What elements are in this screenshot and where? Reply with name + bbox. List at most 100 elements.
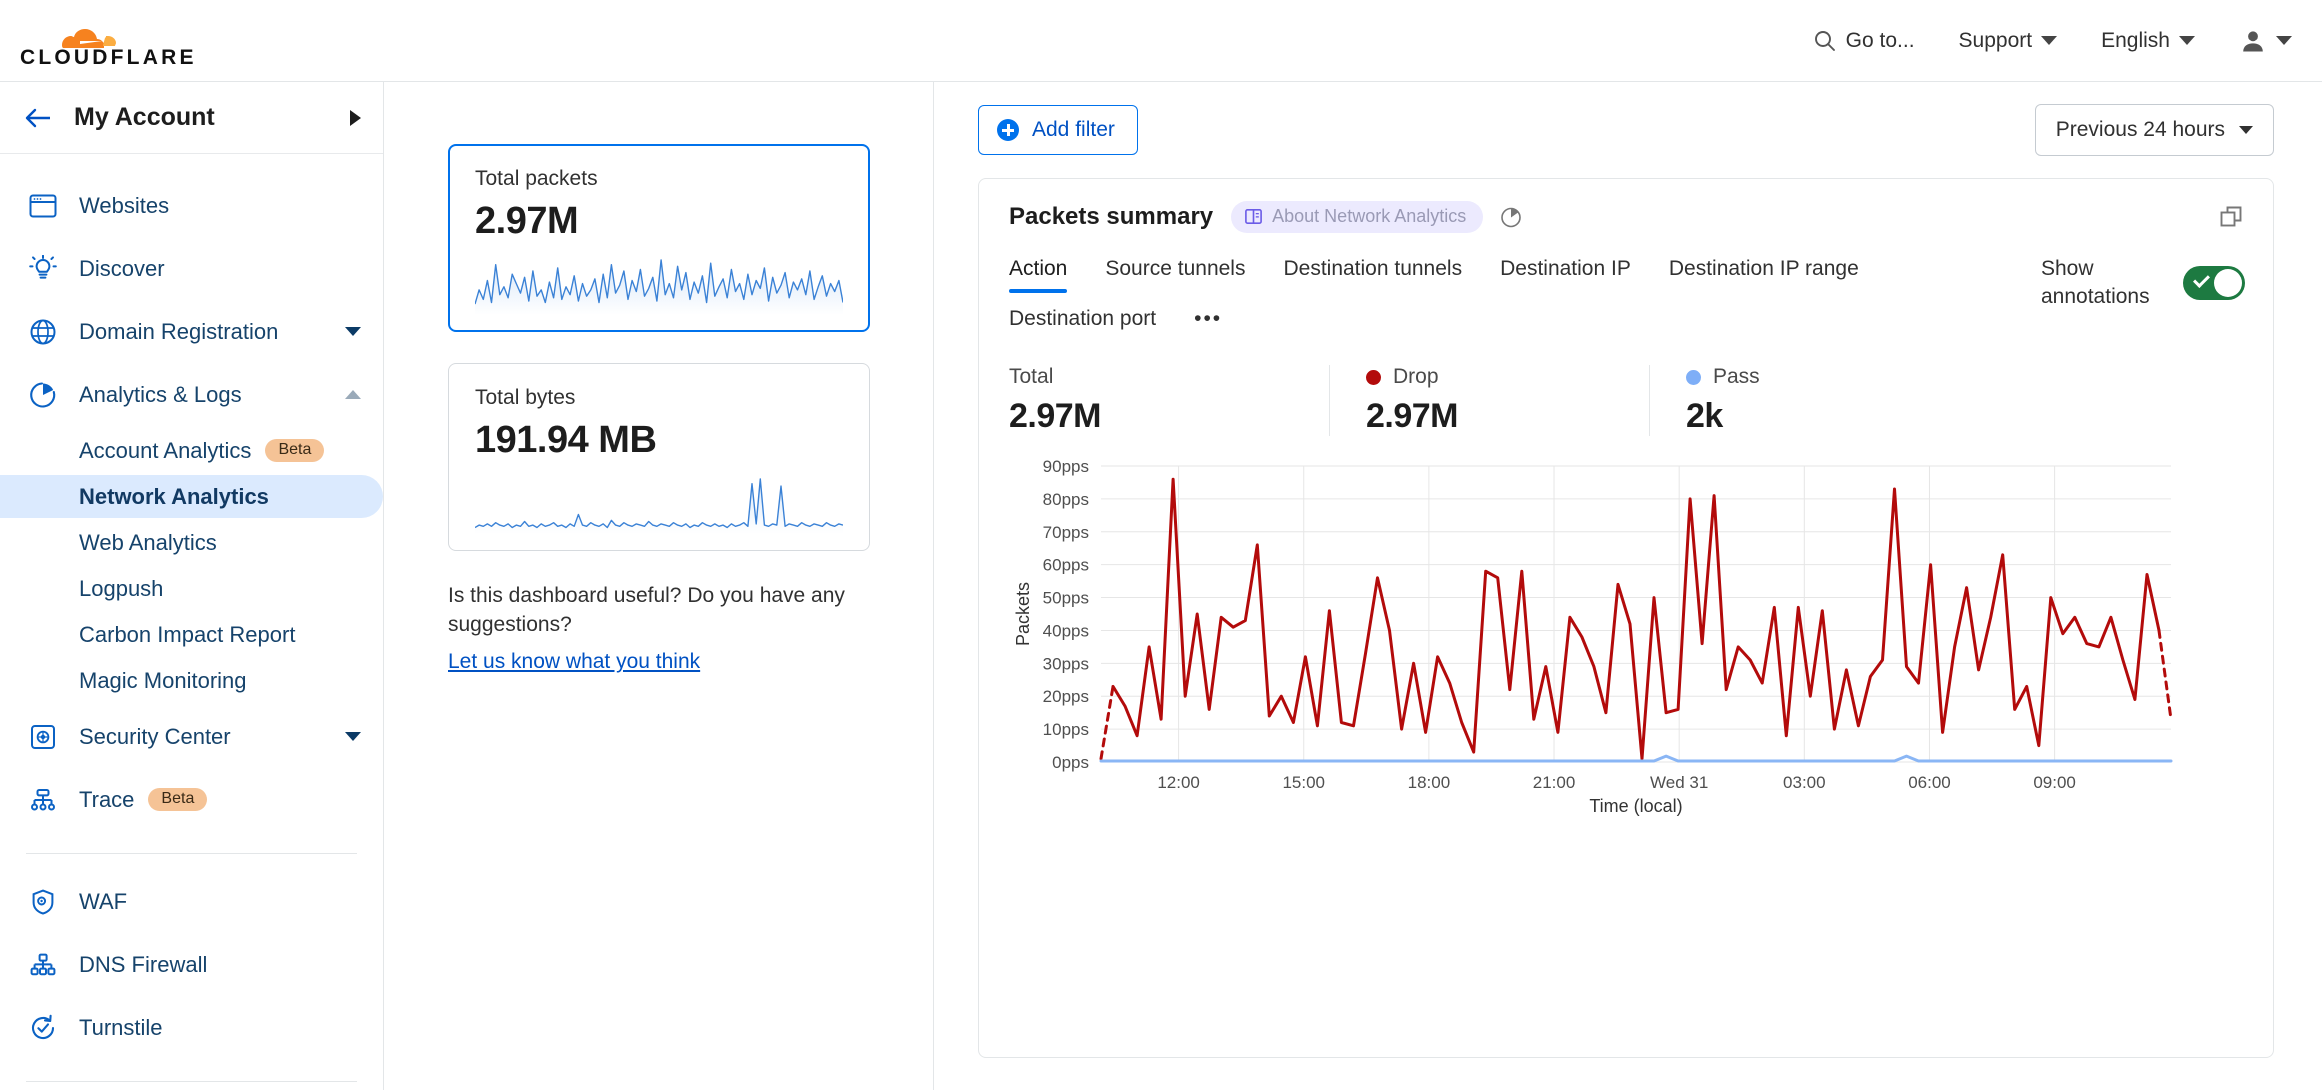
y-axis-tick-label: 10pps bbox=[1043, 720, 1089, 739]
x-axis-tick-label: 21:00 bbox=[1533, 773, 1576, 792]
pass-legend-dot bbox=[1686, 369, 1701, 385]
user-menu[interactable] bbox=[2239, 27, 2292, 55]
tab-destination-ip[interactable]: Destination IP bbox=[1500, 249, 1631, 293]
back-arrow-icon[interactable] bbox=[24, 107, 52, 129]
sidebar-item-account-analytics[interactable]: Account Analytics Beta bbox=[0, 429, 383, 472]
x-axis-tick-label: 15:00 bbox=[1282, 773, 1325, 792]
tab-source-tunnels[interactable]: Source tunnels bbox=[1105, 249, 1245, 293]
beta-badge: Beta bbox=[148, 788, 208, 811]
tab-label: Destination IP range bbox=[1668, 257, 1859, 280]
language-menu[interactable]: English bbox=[2101, 29, 2195, 53]
y-axis-tick-label: 0pps bbox=[1052, 753, 1089, 772]
refresh-check-icon bbox=[26, 1011, 60, 1045]
sidebar-item-waf[interactable]: WAF bbox=[0, 870, 383, 933]
y-axis-tick-label: 90pps bbox=[1043, 457, 1089, 476]
trace-nodes-icon bbox=[26, 783, 60, 817]
global-search[interactable]: Go to... bbox=[1813, 29, 1915, 53]
sidebar-item-label: Trace bbox=[79, 786, 135, 812]
sidebar-item-logpush[interactable]: Logpush bbox=[0, 567, 383, 610]
sidebar-item-dns-firewall[interactable]: DNS Firewall bbox=[0, 933, 383, 996]
tab-destination-tunnels[interactable]: Destination tunnels bbox=[1283, 249, 1462, 293]
tabs-overflow-icon[interactable]: ••• bbox=[1194, 307, 1223, 330]
y-axis-tick-label: 60pps bbox=[1043, 556, 1089, 575]
show-annotations-label: Show annotations bbox=[2041, 257, 2150, 309]
stat-value: 2.97M bbox=[1009, 397, 1102, 435]
chevron-right-icon[interactable] bbox=[350, 109, 361, 126]
metrics-column: Total packets 2.97M Total bytes 191.94 M… bbox=[384, 82, 934, 1090]
sidebar-item-domain-registration[interactable]: Domain Registration bbox=[0, 300, 383, 363]
chevron-down-icon bbox=[2041, 36, 2058, 45]
sidebar-item-discover[interactable]: Discover bbox=[0, 237, 383, 300]
metric-card-total-packets[interactable]: Total packets 2.97M bbox=[448, 144, 870, 332]
sidebar-item-network-analytics[interactable]: Network Analytics bbox=[0, 475, 383, 518]
sidebar-item-carbon-impact-report[interactable]: Carbon Impact Report bbox=[0, 613, 383, 656]
sidebar-item-label: Analytics & Logs bbox=[79, 381, 242, 407]
metric-label: Total bytes bbox=[475, 386, 576, 409]
stat-label: Pass bbox=[1713, 365, 1760, 388]
sidebar-item-trace[interactable]: Trace Beta bbox=[0, 768, 383, 831]
sidebar-item-web-analytics[interactable]: Web Analytics bbox=[0, 521, 383, 564]
dimension-tabs-row: Action Source tunnels Destination tunnel… bbox=[979, 241, 2273, 343]
time-range-selector[interactable]: Previous 24 hours bbox=[2034, 104, 2274, 156]
sidebar-item-security-center[interactable]: Security Center bbox=[0, 705, 383, 768]
summary-stats: Total 2.97M Drop 2.97M Pass 2 bbox=[979, 343, 2273, 436]
chevron-down-icon bbox=[345, 327, 361, 336]
stat-label: Drop bbox=[1393, 365, 1439, 388]
globe-icon bbox=[26, 315, 60, 349]
global-search-label: Go to... bbox=[1845, 28, 1915, 52]
sidebar-subitem-label: Network Analytics bbox=[79, 483, 269, 509]
feedback-link[interactable]: Let us know what you think bbox=[448, 649, 701, 673]
sidebar-item-websites[interactable]: Websites bbox=[0, 174, 383, 237]
stat-header: Drop bbox=[1366, 365, 1609, 389]
sidebar-subitem-label: Magic Monitoring bbox=[79, 667, 247, 693]
feedback-block: Is this dashboard useful? Do you have an… bbox=[448, 582, 858, 677]
y-axis-tick-label: 50pps bbox=[1043, 589, 1089, 608]
sidebar-subitem-label: Account Analytics bbox=[79, 437, 252, 463]
sidebar-item-label: Security Center bbox=[79, 723, 231, 749]
series-dashed-head bbox=[1099, 684, 1115, 761]
sidebar-item-turnstile[interactable]: Turnstile bbox=[0, 996, 383, 1059]
series-dashed-tail bbox=[2157, 628, 2173, 721]
x-axis-title: Time (local) bbox=[1589, 796, 1682, 816]
chevron-down-icon bbox=[345, 732, 361, 741]
metric-label: Total packets bbox=[475, 167, 598, 190]
metric-card-total-bytes[interactable]: Total bytes 191.94 MB bbox=[448, 363, 870, 551]
y-axis-tick-label: 40pps bbox=[1043, 621, 1089, 640]
cloudflare-cloud-icon: CLOUDFLARE bbox=[20, 28, 196, 68]
chart-svg[interactable]: 0pps 10pps 20pps 30pps 40pps 50pps 60pps 70pps 8… bbox=[1009, 454, 2189, 824]
about-pill-label: About Network Analytics bbox=[1272, 206, 1467, 226]
svg-text:CLOUDFLARE: CLOUDFLARE bbox=[20, 46, 196, 68]
sidebar-subitem-label: Carbon Impact Report bbox=[79, 621, 296, 647]
cloudflare-logo[interactable]: CLOUDFLARE bbox=[16, 14, 196, 68]
stat-total: Total 2.97M bbox=[1009, 365, 1329, 436]
tab-action[interactable]: Action bbox=[1009, 249, 1068, 293]
x-axis-tick-label: Wed 31 bbox=[1650, 773, 1708, 792]
y-axis-tick-label: 70pps bbox=[1043, 523, 1089, 542]
support-label: Support bbox=[1958, 28, 2033, 52]
chevron-up-icon bbox=[345, 390, 361, 399]
pie-timer-icon[interactable] bbox=[1499, 205, 1523, 229]
drop-legend-dot bbox=[1366, 369, 1381, 385]
tab-destination-ip-range[interactable]: Destination IP range bbox=[1669, 249, 1859, 293]
show-annotations-toggle[interactable] bbox=[2183, 266, 2245, 301]
stat-header: Total bbox=[1009, 365, 1289, 389]
user-avatar-icon bbox=[2243, 30, 2263, 51]
sidebar-item-magic-monitoring[interactable]: Magic Monitoring bbox=[0, 659, 383, 702]
sidebar-item-analytics-logs[interactable]: Analytics & Logs bbox=[0, 363, 383, 426]
about-network-analytics-pill[interactable]: About Network Analytics bbox=[1231, 201, 1484, 233]
toggle-knob bbox=[2214, 269, 2242, 298]
page-title: Packets summary bbox=[1009, 203, 1214, 230]
support-menu[interactable]: Support bbox=[1959, 29, 2058, 53]
account-name[interactable]: My Account bbox=[74, 103, 215, 131]
tab-destination-port[interactable]: Destination port bbox=[1009, 299, 1156, 343]
y-axis-tick-label: 30pps bbox=[1043, 654, 1089, 673]
stat-value: 2k bbox=[1686, 397, 1723, 435]
stat-pass: Pass 2k bbox=[1649, 365, 1969, 436]
stat-header: Pass bbox=[1686, 365, 1929, 389]
x-axis-tick-label: 18:00 bbox=[1408, 773, 1451, 792]
sidebar-item-label: Websites bbox=[79, 192, 170, 218]
y-axis-tick-label: 20pps bbox=[1043, 687, 1089, 706]
copy-icon[interactable] bbox=[2219, 204, 2245, 230]
add-filter-button[interactable]: Add filter bbox=[978, 105, 1138, 155]
time-range-label: Previous 24 hours bbox=[2055, 118, 2225, 141]
